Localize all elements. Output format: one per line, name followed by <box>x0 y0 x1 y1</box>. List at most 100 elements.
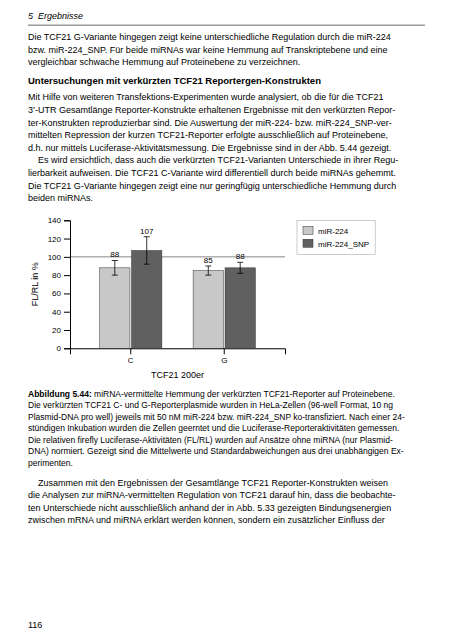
bar <box>193 271 223 349</box>
paragraph-text: ter-Konstrukten reproduzierbar sind. Die… <box>28 118 392 128</box>
header-line: 5 Ergebnisse <box>28 11 83 21</box>
paragraph-text: beiden miRNAs. <box>28 193 93 203</box>
paragraph-line: Zusammen mit den Ergebnissen der Gesamtl… <box>28 478 388 488</box>
paragraph-line: die Analysen zur miRNA-vermittelten Regu… <box>28 490 396 500</box>
header: 5 Ergebnisse <box>28 11 83 21</box>
paragraph-line: Mit Hilfe von weiteren Transfektions-Exp… <box>28 92 384 102</box>
x-tick: C <box>128 348 134 365</box>
paragraph-line: d.h. nur mittels Luciferase-Aktivitätsme… <box>28 143 391 153</box>
y-tick: 120 <box>48 235 70 244</box>
y-tick: 0 <box>57 344 70 353</box>
x-tick-label: G <box>221 356 227 365</box>
reference-line <box>70 256 285 257</box>
legend: miR-224miR-224_SNP <box>297 220 375 254</box>
error-bar <box>144 237 150 264</box>
paragraph-line: beiden miRNAs. <box>28 193 93 203</box>
y-tick-mark <box>64 330 70 331</box>
caption-line: Plasmid-DNA pro well) jeweils mit 50 nM … <box>28 412 405 422</box>
paragraph-line: vergleichbar schwache Hemmung auf Protei… <box>28 57 300 67</box>
error-bar <box>237 262 243 273</box>
section-title: Untersuchungen mit verkürzten TCF21 Repo… <box>28 75 321 86</box>
y-tick: 20 <box>52 326 70 335</box>
y-axis-title: FL/RL in % <box>30 262 40 306</box>
legend-label: miR-224_SNP <box>318 240 369 249</box>
caption-text: Die verkürzten TCF21 C- und G-Reporterpl… <box>28 400 393 410</box>
paragraph-line: Die TCF21 G-Variante hingegen zeigt kein… <box>28 32 391 42</box>
legend-swatch <box>303 226 313 234</box>
x-axis-line <box>71 349 286 355</box>
error-bar <box>112 261 118 276</box>
legend-frame <box>297 220 375 254</box>
paragraph-text: Die TCF21 G-Variante hingegen zeigt eine… <box>28 181 396 191</box>
paragraph-line: Die TCF21 G-Variante hingegen zeigt eine… <box>28 181 396 191</box>
paragraph-line: Es wird ersichtlich, dass auch die verkü… <box>28 155 398 165</box>
y-tick-mark <box>64 275 70 276</box>
caption-text: Plasmid-DNA pro well) jeweils mit 50 nM … <box>28 412 405 422</box>
y-tick-label: 20 <box>52 326 61 335</box>
caption-text: miRNA-vermittelte Hemmung der verkürzten… <box>92 389 395 399</box>
data-labels: 888510788 <box>110 227 245 265</box>
section-title-text: Untersuchungen mit verkürzten TCF21 Repo… <box>28 75 321 86</box>
paragraph-text: mittelten Repression der kurzen TCF21-Re… <box>28 130 388 140</box>
paragraph-line: lierbarkeit aufweisen. Die TCF21 C-Varia… <box>28 168 396 178</box>
section-title-line: Untersuchungen mit verkürzten TCF21 Repo… <box>28 75 321 86</box>
paragraph-line: ten Unterschiede nicht ausschließlich an… <box>28 503 391 513</box>
y-tick-label: 100 <box>48 253 62 262</box>
y-tick: 60 <box>52 289 70 298</box>
caption-text: stündigen Inkubation wurden die Zellen g… <box>28 423 399 433</box>
paragraph-line: ter-Konstrukten reproduzierbar sind. Die… <box>28 118 392 128</box>
paragraph-line: zwischen mRNA und miRNA erklärt werden k… <box>28 515 385 525</box>
y-tick-mark <box>64 312 70 313</box>
bar <box>225 268 255 348</box>
y-tick-label: 0 <box>57 344 62 353</box>
y-tick-label: 80 <box>52 271 61 280</box>
y-tick: 40 <box>52 308 70 317</box>
paragraph-text: Mit Hilfe von weiteren Transfektions-Exp… <box>28 92 384 102</box>
y-tick: 140 <box>48 216 70 225</box>
y-tick: 100 <box>48 253 70 262</box>
bar <box>100 268 130 348</box>
paragraph: Mit Hilfe von weiteren Transfektions-Exp… <box>28 92 398 203</box>
paragraph-text: Die TCF21 G-Variante hingegen zeigt kein… <box>28 32 391 42</box>
caption-text: Die relativen firefly Luciferase-Aktivit… <box>28 435 393 445</box>
plot-area <box>70 237 285 349</box>
paragraph-text: Zusammen mit den Ergebnissen der Gesamtl… <box>28 478 388 488</box>
y-tick-mark <box>64 257 70 258</box>
x-tick-label: C <box>128 356 134 365</box>
y-tick-mark <box>64 220 70 221</box>
data-label: 88 <box>110 251 119 260</box>
y-tick-mark <box>64 239 70 240</box>
y-tick-mark <box>64 348 70 349</box>
caption-text: perimenten. <box>28 458 73 468</box>
y-tick-mark <box>64 293 70 294</box>
paragraph-text: lierbarkeit aufweisen. Die TCF21 C-Varia… <box>28 168 396 178</box>
chart: 888510788020406080100120140CGFL/RL in %T… <box>30 216 375 380</box>
header-rule <box>28 25 425 26</box>
data-label: 88 <box>236 252 245 261</box>
paragraph-text: Es wird ersichtlich, dass auch die verkü… <box>28 155 398 165</box>
caption-line: stündigen Inkubation wurden die Zellen g… <box>28 423 399 433</box>
paragraph-text: ten Unterschiede nicht ausschließlich an… <box>28 503 391 513</box>
x-axis-title: TCF21 200er <box>151 370 204 380</box>
page-number: 116 <box>28 620 42 630</box>
page: 5 Ergebnisse Die TCF21 G-Variante hingege… <box>0 0 453 640</box>
paragraph: Die TCF21 G-Variante hingegen zeigt kein… <box>28 32 391 67</box>
caption-line: Die relativen firefly Luciferase-Aktivit… <box>28 435 393 445</box>
caption-line: Abbildung 5.44: miRNA-vermittelte Hemmun… <box>28 389 395 399</box>
caption-label: Abbildung 5.44: <box>28 389 92 399</box>
caption-line: DNA) normiert. Gezeigt sind die Mittelwe… <box>28 446 404 456</box>
data-label: 107 <box>140 227 154 236</box>
caption-text: DNA) normiert. Gezeigt sind die Mittelwe… <box>28 446 404 456</box>
x-tick-mark <box>130 348 131 354</box>
y-tick: 80 <box>52 271 70 280</box>
error-bar <box>205 266 211 275</box>
paragraph-line: 3’-UTR Gesamtlänge Reporter-Konstrukte e… <box>28 105 395 115</box>
paragraph-text: bzw. miR-224_SNP. Für beide miRNAs war k… <box>28 45 388 55</box>
paragraph-text: zwischen mRNA und miRNA erklärt werden k… <box>28 515 385 525</box>
y-axis-line <box>64 221 71 349</box>
x-tick-mark <box>224 348 225 354</box>
x-axis: CG <box>71 348 286 365</box>
y-tick-label: 60 <box>52 289 61 298</box>
bar <box>132 250 162 348</box>
paragraph-text: vergleichbar schwache Hemmung auf Protei… <box>28 57 300 67</box>
